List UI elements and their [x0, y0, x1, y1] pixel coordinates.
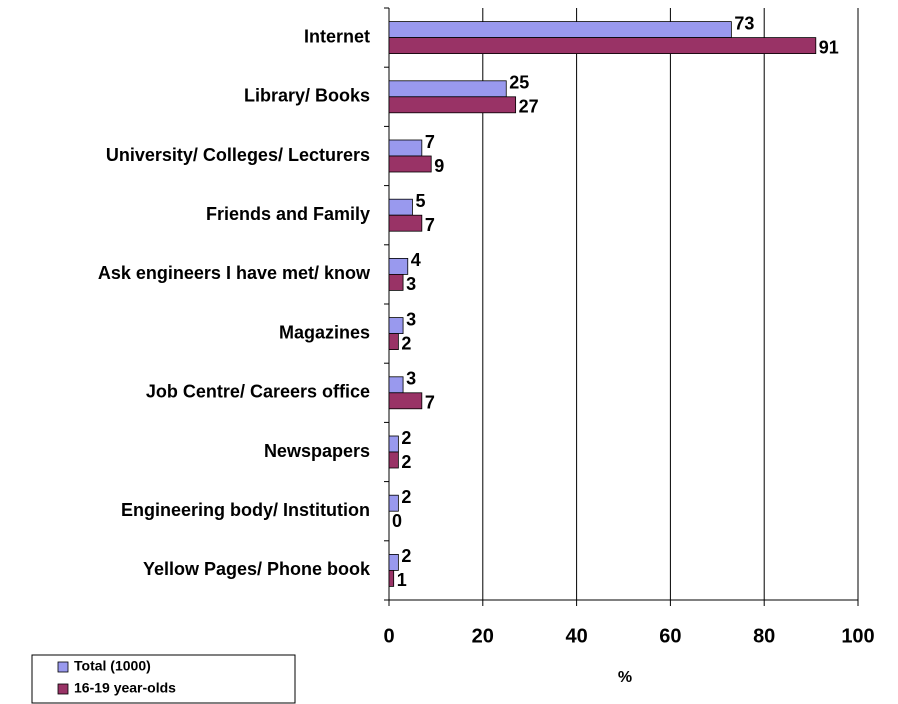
- data-label: 9: [434, 156, 444, 176]
- data-label: 1: [397, 570, 407, 590]
- data-label: 2: [401, 452, 411, 472]
- bar: [388, 494, 399, 512]
- data-label: 2: [401, 428, 411, 448]
- data-label: 2: [401, 487, 411, 507]
- bar: [388, 554, 399, 571]
- data-label: 7: [425, 132, 435, 152]
- legend-box: [31, 654, 296, 704]
- bar: [388, 333, 399, 351]
- bar: [388, 214, 423, 232]
- bar: [388, 37, 817, 54]
- data-label: 7: [425, 215, 435, 235]
- bar: [388, 21, 732, 39]
- y-tick-label: Engineering body/ Institution: [121, 500, 370, 520]
- y-tick-label: University/ Colleges/ Lecturers: [106, 145, 370, 165]
- bar: [388, 198, 413, 216]
- data-label: 5: [415, 191, 425, 211]
- data-label: 7: [425, 393, 435, 413]
- data-label: 4: [411, 250, 421, 270]
- bar: [388, 435, 399, 453]
- y-tick-label: Yellow Pages/ Phone book: [143, 559, 371, 579]
- y-tick-label: Friends and Family: [206, 204, 370, 224]
- data-label: 2: [401, 546, 411, 566]
- x-tick-label: 40: [565, 625, 587, 647]
- y-tick-label: Job Centre/ Careers office: [146, 382, 370, 402]
- data-label: 0: [392, 511, 402, 531]
- data-label: 2: [401, 333, 411, 353]
- x-tick-label: 20: [472, 625, 494, 647]
- legend-label: 16-19 year-olds: [74, 680, 176, 696]
- x-tick-label: 80: [753, 625, 775, 647]
- bar: [388, 257, 409, 275]
- x-tick-label: 0: [383, 625, 394, 647]
- bar: [388, 392, 423, 410]
- legend-label: Total (1000): [74, 658, 151, 674]
- bar: [388, 376, 404, 394]
- bar: [388, 139, 423, 157]
- data-label: 3: [406, 369, 416, 389]
- data-label: 73: [734, 13, 754, 33]
- bar: [388, 451, 399, 469]
- y-tick-label: Library/ Books: [244, 86, 370, 106]
- data-label: 27: [519, 97, 539, 117]
- y-tick-label: Magazines: [279, 322, 370, 342]
- x-tick-label: 60: [659, 625, 681, 647]
- y-tick-label: Newspapers: [264, 441, 370, 461]
- data-label: 91: [819, 37, 839, 57]
- bar: [388, 80, 507, 98]
- y-tick-label: Internet: [304, 26, 370, 46]
- data-label: 3: [406, 274, 416, 294]
- bar: [388, 570, 395, 587]
- bar: [388, 273, 404, 291]
- bar: [388, 317, 404, 335]
- bar: [388, 96, 517, 114]
- x-tick-label: 100: [841, 625, 874, 647]
- y-tick-label: Ask engineers I have met/ know: [98, 263, 371, 283]
- data-label: 3: [406, 309, 416, 329]
- legend-swatch: [57, 683, 69, 695]
- data-label: 25: [509, 73, 529, 93]
- legend-swatch: [57, 661, 69, 673]
- x-axis-label: %: [618, 669, 632, 686]
- bar: [388, 155, 432, 173]
